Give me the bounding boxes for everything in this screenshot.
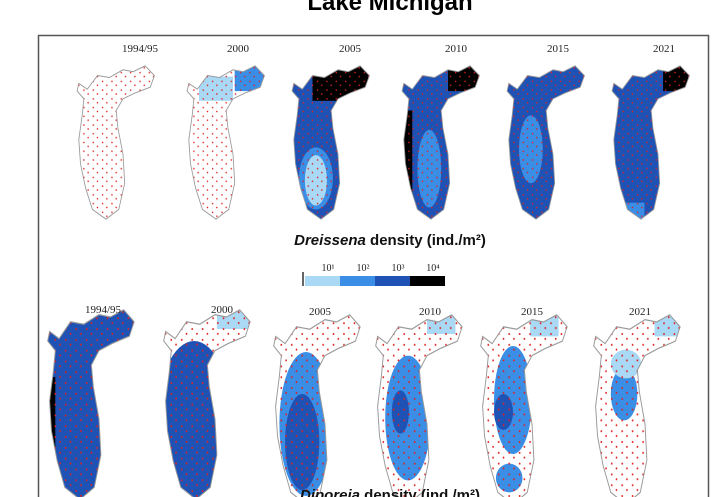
species: Dreissena	[294, 232, 366, 249]
diporeia-maps	[47, 309, 681, 497]
year-label: 2015	[521, 306, 544, 318]
map	[401, 65, 480, 220]
year-label: 1994/95	[85, 304, 122, 316]
map	[506, 65, 585, 220]
year-label: 2005	[339, 43, 362, 55]
map	[291, 65, 370, 220]
species: Diporeia	[300, 487, 360, 497]
map	[186, 65, 265, 220]
caption-rest: density (ind./m²)	[366, 232, 486, 249]
map	[593, 314, 681, 497]
map	[611, 65, 690, 220]
caption-rest: density (ind./m²)	[360, 487, 480, 497]
map	[480, 314, 568, 497]
map	[76, 65, 155, 220]
caption: Dreissena density (ind./m²)	[294, 232, 486, 249]
year-label: 1994/95	[122, 43, 159, 55]
year-label: 2000	[227, 43, 250, 55]
dreissena-maps	[76, 65, 690, 220]
legend-label: 10⁴	[426, 263, 440, 274]
year-label: 2021	[629, 306, 651, 318]
legend-label: 10³	[392, 263, 405, 274]
legend: 10¹ 10² 10³ 10⁴	[302, 263, 445, 286]
year-label: 2000	[211, 304, 234, 316]
year-label: 2010	[419, 306, 442, 318]
map	[163, 309, 251, 497]
title: Lake Michigan	[307, 0, 472, 16]
legend-label: 10²	[357, 263, 370, 274]
frame	[37, 34, 710, 497]
legend-swatch	[340, 276, 375, 286]
legend-swatch	[410, 276, 445, 286]
year-label: 2010	[445, 43, 468, 55]
map	[47, 309, 135, 497]
map	[273, 314, 361, 497]
legend-swatch	[375, 276, 410, 286]
year-label: 2021	[653, 43, 675, 55]
legend-swatch	[305, 276, 340, 286]
year-label: 2015	[547, 43, 570, 55]
legend-label: 10¹	[322, 263, 335, 274]
map	[375, 314, 463, 497]
caption: Diporeia density (ind./m²)	[300, 487, 480, 497]
year-label: 2005	[309, 306, 332, 318]
